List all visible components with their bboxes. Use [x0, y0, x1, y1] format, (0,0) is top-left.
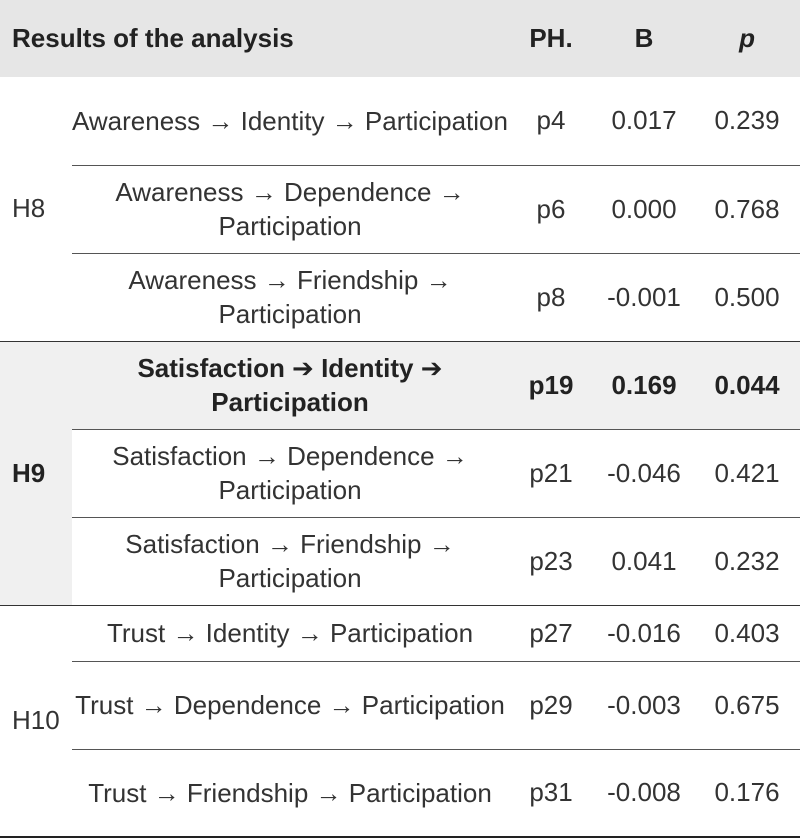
ph-cell: p19	[508, 341, 595, 430]
b-cell: -0.001	[594, 253, 695, 342]
b-cell: 0.169	[594, 341, 695, 430]
group-label-h8: H8	[0, 77, 72, 342]
group-label-h9: H9	[0, 341, 72, 606]
b-cell: -0.016	[594, 605, 695, 662]
table-row: H8 Awareness → Identity → Participation …	[0, 77, 800, 342]
table-row: Satisfaction → Dependence → Participatio…	[0, 429, 800, 518]
b-cell: 0.041	[594, 517, 695, 606]
ph-cell: p6	[508, 165, 595, 254]
table-row: Trust → Friendship → Participation p31 -…	[0, 749, 800, 837]
table-row: Satisfaction → Friendship → Participatio…	[0, 517, 800, 606]
table-row: H10 Trust → Identity → Participation p27…	[0, 605, 800, 735]
b-cell: -0.003	[594, 661, 695, 750]
ph-cell: p4	[508, 77, 595, 166]
table-row: Trust → Dependence → Participation p29 -…	[0, 661, 800, 750]
path-cell: Satisfaction → Friendship → Participatio…	[72, 517, 509, 606]
header-title: Results of the analysis	[12, 23, 294, 53]
path-cell: Satisfaction → Dependence → Participatio…	[72, 429, 509, 518]
path-cell: Awareness → Dependence → Participation	[72, 165, 509, 254]
p-cell: 0.044	[694, 341, 800, 430]
table-row: Awareness → Dependence → Participation p…	[0, 165, 800, 254]
header-p: p	[739, 23, 755, 53]
b-cell: -0.008	[607, 777, 681, 808]
ph-cell: p29	[508, 661, 595, 750]
ph-cell: p27	[508, 605, 595, 662]
p-cell: 0.403	[694, 605, 800, 662]
table-row-significant: H9 Satisfaction ➔ Identity ➔ Participati…	[0, 341, 800, 606]
header-ph: PH.	[529, 23, 573, 53]
ph-cell: p21	[508, 429, 595, 518]
p-cell: 0.176	[714, 777, 780, 808]
group-label-h10: H10	[12, 705, 60, 736]
table-row: Awareness → Friendship → Participation p…	[0, 253, 800, 342]
path-cell: Trust → Friendship → Participation	[88, 777, 492, 808]
p-cell: 0.768	[694, 165, 800, 254]
b-cell: 0.017	[594, 77, 695, 166]
path-cell: Trust → Dependence → Participation	[72, 661, 509, 750]
ph-cell: p8	[508, 253, 595, 342]
p-cell: 0.232	[694, 517, 800, 606]
p-cell: 0.421	[694, 429, 800, 518]
path-cell: Trust → Identity → Participation	[72, 605, 509, 662]
b-cell: 0.000	[594, 165, 695, 254]
p-cell: 0.675	[694, 661, 800, 750]
ph-cell: p23	[508, 517, 595, 606]
header-b: B	[634, 23, 654, 53]
path-cell: Satisfaction ➔ Identity ➔ Participation	[72, 341, 509, 430]
p-cell: 0.500	[694, 253, 800, 342]
path-cell: Awareness → Friendship → Participation	[72, 253, 509, 342]
path-cell: Awareness → Identity → Participation	[72, 77, 509, 166]
ph-cell: p31	[529, 777, 573, 808]
p-cell: 0.239	[694, 77, 800, 166]
header-row: Results of the analysis PH. B p	[0, 0, 800, 77]
b-cell: -0.046	[594, 429, 695, 518]
